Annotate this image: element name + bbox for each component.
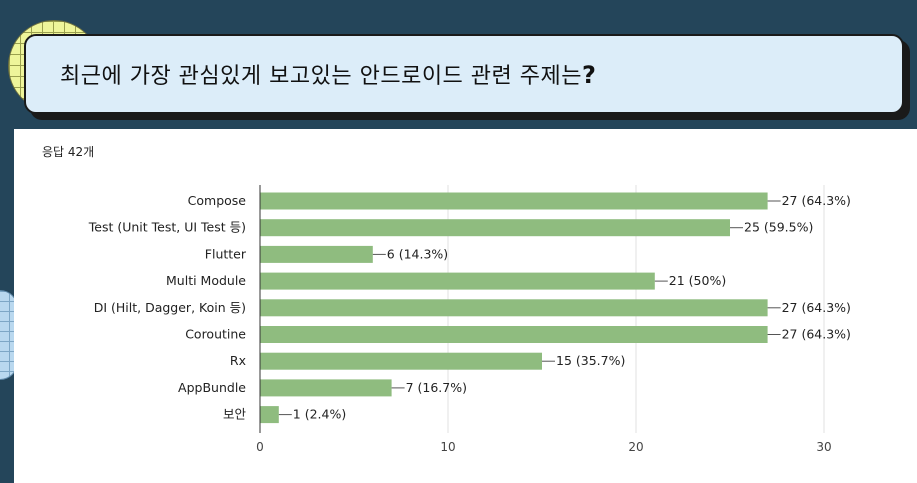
question-box: 최근에 가장 관심있게 보고있는 안드로이드 관련 주제는? xyxy=(24,34,904,114)
response-count: 응답 42개 xyxy=(42,145,95,159)
x-tick-label: 0 xyxy=(256,440,264,454)
data-label: 1 (2.4%) xyxy=(293,407,346,422)
category-label: Compose xyxy=(188,193,247,208)
category-label: Multi Module xyxy=(166,273,246,288)
bar-0 xyxy=(260,192,768,210)
chart-card: 응답 42개 0 10 20 30 Compose 27 (64.3%) Test (Uni… xyxy=(14,129,917,483)
bar-1 xyxy=(260,219,730,237)
data-label: 27 (64.3%) xyxy=(782,193,851,208)
data-label: 27 (64.3%) xyxy=(782,300,851,315)
question-title: 최근에 가장 관심있게 보고있는 안드로이드 관련 주제는? xyxy=(60,58,596,90)
bar-2 xyxy=(260,245,373,263)
x-tick-label: 20 xyxy=(628,440,643,454)
data-label: 27 (64.3%) xyxy=(782,327,851,342)
question-mark: ? xyxy=(581,61,597,89)
category-label: Test (Unit Test, UI Test 등) xyxy=(88,220,246,235)
bar-7 xyxy=(260,379,392,397)
category-label: DI (Hilt, Dagger, Koin 등) xyxy=(94,300,246,315)
data-label: 15 (35.7%) xyxy=(556,353,625,368)
bar-4 xyxy=(260,299,768,317)
data-label: 7 (16.7%) xyxy=(406,380,467,395)
data-label: 25 (59.5%) xyxy=(744,220,813,235)
category-label: Coroutine xyxy=(185,327,246,342)
category-label: Flutter xyxy=(205,246,247,261)
x-tick-label: 10 xyxy=(440,440,455,454)
data-label: 6 (14.3%) xyxy=(387,246,448,261)
bar-5 xyxy=(260,326,768,343)
data-label: 21 (50%) xyxy=(669,273,726,288)
question-text: 최근에 가장 관심있게 보고있는 안드로이드 관련 주제는 xyxy=(60,64,582,89)
category-label: 보안 xyxy=(223,407,247,422)
category-label: AppBundle xyxy=(178,380,246,395)
bar-chart: 0 10 20 30 Compose 27 (64.3%) Test (Unit Test,… xyxy=(88,185,851,454)
bar-8 xyxy=(260,406,279,424)
category-label: Rx xyxy=(230,353,246,368)
bar-6 xyxy=(260,352,542,370)
bar-3 xyxy=(260,272,655,290)
x-tick-label: 30 xyxy=(816,440,831,454)
